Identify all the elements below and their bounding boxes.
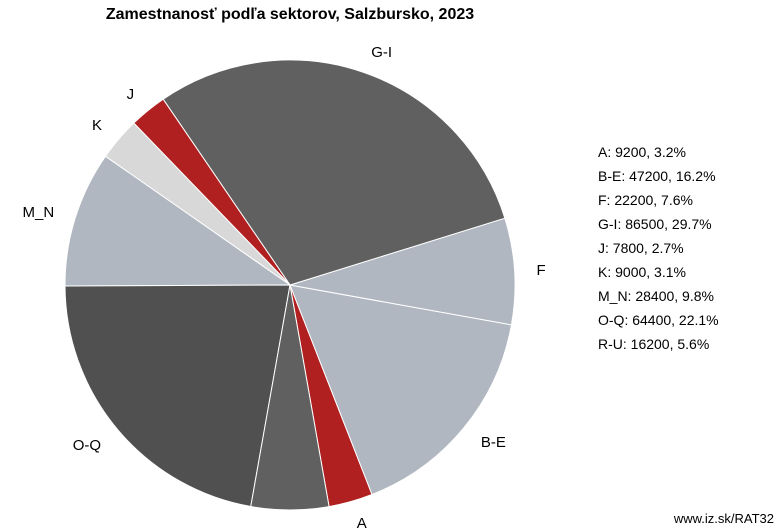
- legend-item: F: 22200, 7.6%: [598, 192, 758, 208]
- legend-item: M_N: 28400, 9.8%: [598, 288, 758, 304]
- legend-item: G-I: 86500, 29.7%: [598, 216, 758, 232]
- legend-item: J: 7800, 2.7%: [598, 240, 758, 256]
- source-url: www.iz.sk/RAT32: [674, 511, 774, 526]
- legend-item: K: 9000, 3.1%: [598, 264, 758, 280]
- slice-label-k: K: [52, 117, 102, 134]
- slice-label-m_n: M_N: [4, 204, 54, 221]
- slice-label-o-q: O-Q: [51, 437, 101, 454]
- slice-label-j: J: [84, 86, 134, 103]
- slice-label-g-i: G-I: [371, 44, 392, 61]
- slice-label-b-e: B-E: [481, 434, 506, 451]
- legend-item: R-U: 16200, 5.6%: [598, 336, 758, 352]
- legend-item: O-Q: 64400, 22.1%: [598, 312, 758, 328]
- slice-label-a: A: [357, 515, 367, 532]
- slice-label-f: F: [537, 262, 546, 279]
- legend-item: A: 9200, 3.2%: [598, 144, 758, 160]
- legend: A: 9200, 3.2% B-E: 47200, 16.2% F: 22200, …: [598, 144, 758, 360]
- legend-item: B-E: 47200, 16.2%: [598, 168, 758, 184]
